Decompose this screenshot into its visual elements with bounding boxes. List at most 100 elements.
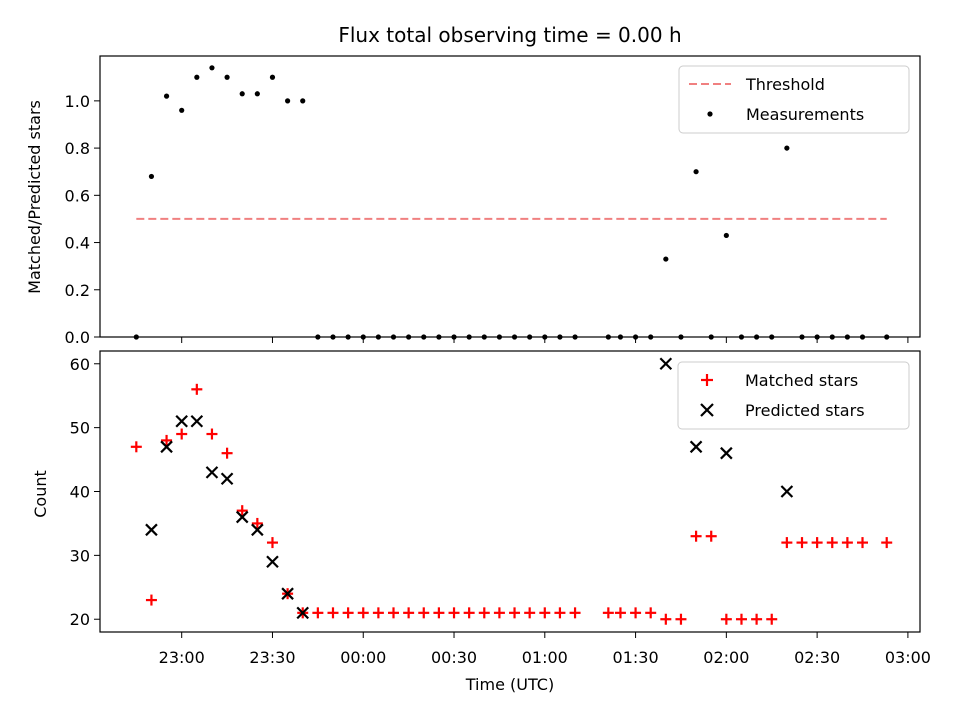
matched-star-point bbox=[690, 530, 702, 542]
matched-star-point bbox=[388, 607, 400, 619]
count-y-tick-label: 30 bbox=[70, 546, 90, 565]
count-y-tick-label: 50 bbox=[70, 419, 90, 438]
matched-star-point bbox=[751, 613, 763, 625]
x-tick-label: 02:30 bbox=[794, 648, 840, 667]
matched-star-point bbox=[826, 537, 838, 549]
count-plot-area bbox=[130, 357, 893, 625]
measurements-legend-swatch bbox=[707, 111, 713, 117]
count-y-tick-label: 20 bbox=[70, 610, 90, 629]
x-tick-label: 03:00 bbox=[885, 648, 931, 667]
matched-star-point bbox=[266, 537, 278, 549]
measurement-point bbox=[784, 145, 790, 151]
matched-star-point bbox=[372, 607, 384, 619]
matched-star-point bbox=[327, 607, 339, 619]
matched-star-point bbox=[509, 607, 521, 619]
ratio-legend: Threshold Measurements bbox=[678, 65, 910, 134]
x-axis-label: Time (UTC) bbox=[465, 675, 554, 694]
predicted-legend-swatch bbox=[700, 403, 714, 417]
matched-star-point bbox=[841, 537, 853, 549]
predicted-star-point bbox=[190, 414, 204, 428]
predicted-star-point bbox=[251, 523, 264, 537]
matched-star-point bbox=[630, 607, 642, 619]
ratio-y-tick-label: 0.0 bbox=[65, 328, 90, 347]
matched-star-point bbox=[660, 613, 672, 625]
measurement-point bbox=[209, 65, 215, 71]
ratio-y-tick-label: 0.6 bbox=[65, 186, 90, 205]
matched-star-point bbox=[342, 607, 354, 619]
measurement-point bbox=[224, 74, 230, 80]
predicted-star-point bbox=[220, 472, 234, 486]
matched-star-point bbox=[145, 594, 157, 606]
measurement-point bbox=[254, 91, 260, 97]
matched-legend-label: Matched stars bbox=[745, 371, 858, 390]
predicted-star-point bbox=[780, 485, 794, 498]
ratio-legend-box bbox=[678, 65, 910, 134]
count-legend-box bbox=[677, 361, 910, 430]
ratio-plot-area bbox=[133, 65, 890, 340]
matched-star-point bbox=[176, 428, 188, 440]
predicted-star-point bbox=[205, 466, 219, 479]
x-tick-label: 00:30 bbox=[431, 648, 477, 667]
measurement-point bbox=[300, 98, 306, 104]
x-tick-label: 00:00 bbox=[340, 648, 386, 667]
matched-star-point bbox=[161, 434, 173, 446]
x-tick-label: 01:30 bbox=[613, 648, 659, 667]
matched-star-point bbox=[433, 607, 445, 619]
matched-star-point bbox=[781, 537, 793, 549]
measurement-point bbox=[693, 169, 699, 175]
predicted-legend-label: Predicted stars bbox=[745, 401, 865, 420]
x-tick-label: 23:00 bbox=[159, 648, 205, 667]
measurement-point bbox=[663, 256, 669, 262]
matched-star-point bbox=[554, 607, 566, 619]
matched-star-point bbox=[881, 537, 893, 549]
matched-star-point bbox=[524, 607, 536, 619]
predicted-star-point bbox=[145, 523, 158, 537]
count-x-axis: 23:00 23:30 00:00 00:30 01:00 01:30 02:00 02:30… bbox=[159, 632, 931, 667]
measurements-legend-label: Measurements bbox=[746, 105, 864, 124]
matched-star-point bbox=[206, 428, 218, 440]
x-tick-label: 01:00 bbox=[522, 648, 568, 667]
ratio-panel: 0.0 0.2 0.4 0.6 0.8 1.0 Matched/Predicted sta… bbox=[25, 55, 921, 347]
measurement-point bbox=[269, 74, 276, 80]
predicted-star-point bbox=[175, 414, 188, 428]
matched-star-point bbox=[614, 607, 626, 619]
matched-star-point bbox=[645, 607, 657, 619]
matched-star-point bbox=[130, 441, 142, 453]
x-tick-label: 23:30 bbox=[249, 648, 295, 667]
count-y-tick-label: 60 bbox=[70, 355, 90, 374]
ratio-panel-frame bbox=[99, 55, 921, 338]
count-y-axis-label: Count bbox=[31, 470, 50, 518]
count-panel: 20 30 40 50 60 23:00 23:30 00:00 00:30 01:00 01:3… bbox=[31, 350, 931, 694]
predicted-star-point bbox=[281, 587, 294, 600]
ratio-y-tick-label: 0.8 bbox=[65, 139, 90, 158]
count-legend: Matched stars Predicted stars bbox=[677, 361, 910, 430]
ratio-y-axis-label: Matched/Predicted stars bbox=[25, 100, 44, 294]
matched-star-point bbox=[811, 537, 823, 549]
matched-star-point bbox=[236, 505, 248, 517]
predicted-star-point bbox=[659, 357, 673, 371]
measurement-point bbox=[723, 232, 729, 239]
predicted-star-point bbox=[296, 606, 310, 620]
chart-title: Flux total observing time = 0.00 h bbox=[338, 23, 681, 47]
matched-star-point bbox=[403, 607, 415, 619]
predicted-star-point bbox=[235, 510, 249, 524]
predicted-star-point bbox=[266, 555, 279, 569]
matched-star-point bbox=[735, 613, 747, 625]
matched-star-point bbox=[857, 537, 869, 549]
matched-star-point bbox=[796, 537, 808, 549]
matched-star-point bbox=[221, 447, 233, 459]
predicted-star-point bbox=[160, 440, 173, 454]
matched-star-point bbox=[705, 530, 717, 542]
predicted-star-point bbox=[689, 440, 703, 454]
matched-star-point bbox=[418, 607, 430, 619]
ratio-y-tick-label: 0.2 bbox=[65, 281, 90, 300]
predicted-star-point bbox=[720, 446, 733, 460]
matched-star-point bbox=[357, 607, 369, 619]
measurement-point bbox=[163, 93, 170, 99]
measurement-point bbox=[239, 91, 245, 97]
matched-star-point bbox=[312, 607, 324, 619]
matched-star-point bbox=[191, 383, 203, 395]
measurement-point bbox=[179, 107, 185, 113]
matched-star-point bbox=[448, 607, 460, 619]
matched-star-point bbox=[493, 607, 505, 619]
